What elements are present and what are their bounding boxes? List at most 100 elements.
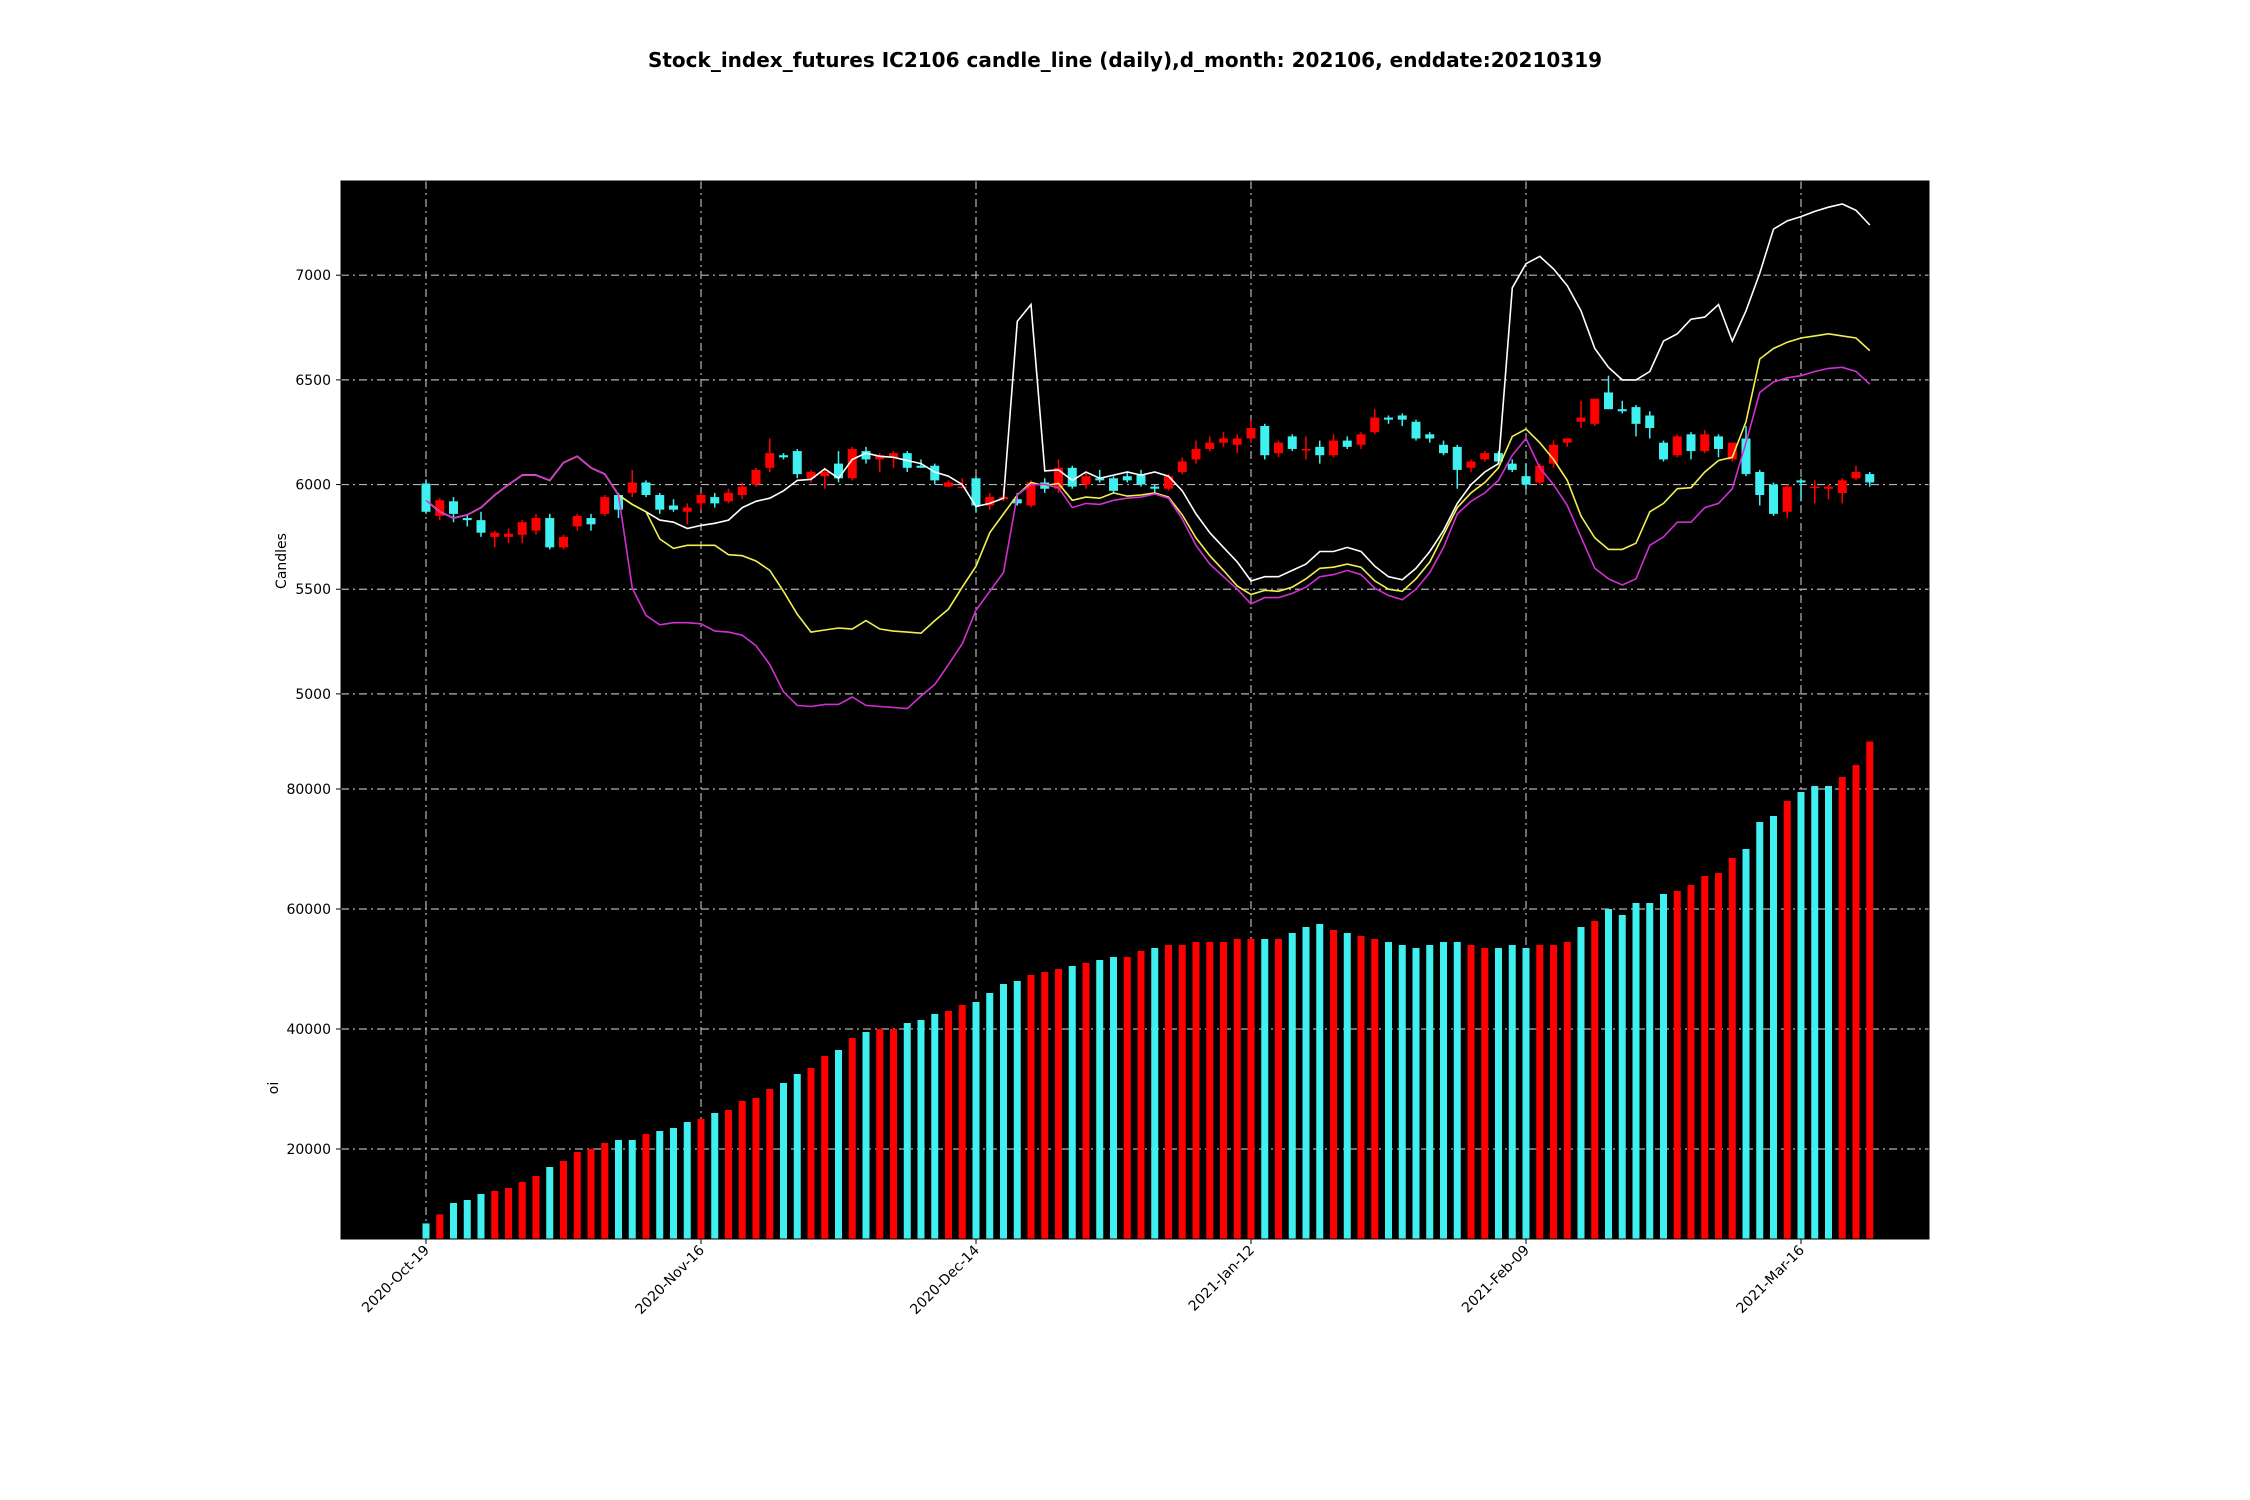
oi-ytick-label: 40000 xyxy=(286,1022,331,1038)
candle-body xyxy=(971,478,981,506)
oi-bar xyxy=(1220,942,1227,1239)
line-magenta xyxy=(425,366,1871,710)
candle-body xyxy=(545,518,555,548)
oi-bar xyxy=(1701,876,1709,1239)
candle-body xyxy=(682,507,692,512)
candle-body xyxy=(1851,471,1861,479)
candle-body xyxy=(1315,446,1325,456)
xtick-label: 2021-Mar-16 xyxy=(1734,1242,1808,1316)
oi-bar xyxy=(903,1023,911,1239)
candle-body xyxy=(1342,440,1352,447)
candle-body xyxy=(1026,482,1036,506)
candle-body xyxy=(1576,417,1586,422)
candle-body xyxy=(1645,415,1655,429)
xtick-label: 2021-Feb-09 xyxy=(1459,1243,1533,1317)
candle-body xyxy=(1164,476,1173,489)
candle-body xyxy=(847,448,857,479)
xtick-label: 2020-Oct-19 xyxy=(359,1243,433,1317)
oi-bar xyxy=(463,1200,471,1239)
oi-bar xyxy=(1618,915,1626,1239)
candles-ytick-label: 5500 xyxy=(295,582,331,598)
oi-bar xyxy=(1866,741,1874,1239)
candle-body xyxy=(1095,478,1105,481)
candle-body xyxy=(1136,474,1146,485)
oi-bar xyxy=(491,1191,499,1239)
candle-body xyxy=(1769,484,1778,514)
oi-bar xyxy=(1398,945,1406,1239)
candle-body xyxy=(531,518,541,531)
oi-ytick-label: 20000 xyxy=(286,1142,331,1158)
candle-body xyxy=(449,501,458,514)
gridlines xyxy=(341,181,1929,1239)
oi-bar xyxy=(1316,924,1324,1239)
candle-body xyxy=(1425,434,1435,439)
candle-body xyxy=(435,500,445,516)
candle-body xyxy=(1356,434,1366,445)
candle-body xyxy=(1301,448,1311,451)
oi-bar xyxy=(862,1032,870,1239)
oi-bar xyxy=(1687,885,1695,1239)
oi-bar xyxy=(835,1050,842,1239)
oi-bar xyxy=(1646,903,1654,1239)
candle-body xyxy=(1659,442,1668,460)
candle-body xyxy=(1232,438,1242,445)
oi-bar xyxy=(1508,945,1516,1239)
candle-body xyxy=(792,451,802,475)
candle-body xyxy=(600,497,610,514)
oi-bar xyxy=(1302,927,1310,1239)
oi-frame xyxy=(340,740,1930,1240)
candle-body xyxy=(1617,409,1627,412)
oi-bar xyxy=(711,1113,719,1239)
oi-bar xyxy=(670,1128,677,1239)
oi-bar xyxy=(656,1131,664,1239)
oi-bar xyxy=(1288,933,1296,1239)
candle-body xyxy=(1535,465,1545,483)
candle-body xyxy=(1205,442,1215,449)
oi-bar xyxy=(1591,921,1599,1239)
candle-body xyxy=(1782,486,1792,512)
oi-bar xyxy=(1550,945,1557,1239)
oi-bar xyxy=(1522,948,1530,1239)
candle-body xyxy=(1741,438,1751,475)
candle-body xyxy=(820,471,830,477)
candle-body xyxy=(1810,486,1820,489)
candle-body xyxy=(1012,499,1022,504)
oi-bar xyxy=(628,1140,636,1239)
candle-body xyxy=(655,495,665,510)
oi-bar xyxy=(1371,939,1379,1239)
candle-body xyxy=(1700,434,1710,452)
candle-body xyxy=(1452,446,1462,470)
oi-ylabel: oi xyxy=(266,1082,282,1094)
candle-body xyxy=(1177,461,1187,472)
oi-bar xyxy=(573,1152,581,1239)
oi-bar xyxy=(1577,927,1585,1239)
candles xyxy=(421,375,1875,550)
oi-bar xyxy=(1330,930,1337,1239)
oi-bar xyxy=(738,1101,746,1239)
oi-bar xyxy=(518,1182,526,1239)
oi-bar xyxy=(1852,765,1860,1239)
oi-bar xyxy=(1728,858,1736,1239)
candles-ylabel: Candles xyxy=(274,533,290,589)
oi-bar xyxy=(422,1223,430,1239)
candle-body xyxy=(806,471,816,479)
candle-body xyxy=(1631,407,1641,424)
oi-bar xyxy=(560,1161,567,1239)
candle-body xyxy=(462,518,472,521)
candle-body xyxy=(1397,415,1407,420)
oi-bar xyxy=(642,1134,650,1239)
candle-body xyxy=(737,486,747,496)
candle-body xyxy=(1287,436,1297,449)
candle-body xyxy=(1672,436,1682,456)
oi-bar xyxy=(1261,939,1269,1239)
candle-body xyxy=(1274,442,1283,454)
oi-bar xyxy=(697,1119,705,1239)
chart-title: Stock_index_futures IC2106 candle_line (… xyxy=(648,48,1602,72)
candle-body xyxy=(875,455,885,460)
candle-body xyxy=(1590,398,1600,424)
candle-body xyxy=(1219,438,1228,443)
candle-body xyxy=(957,486,967,489)
oi-bar xyxy=(945,1011,952,1239)
candle-body xyxy=(586,518,596,525)
